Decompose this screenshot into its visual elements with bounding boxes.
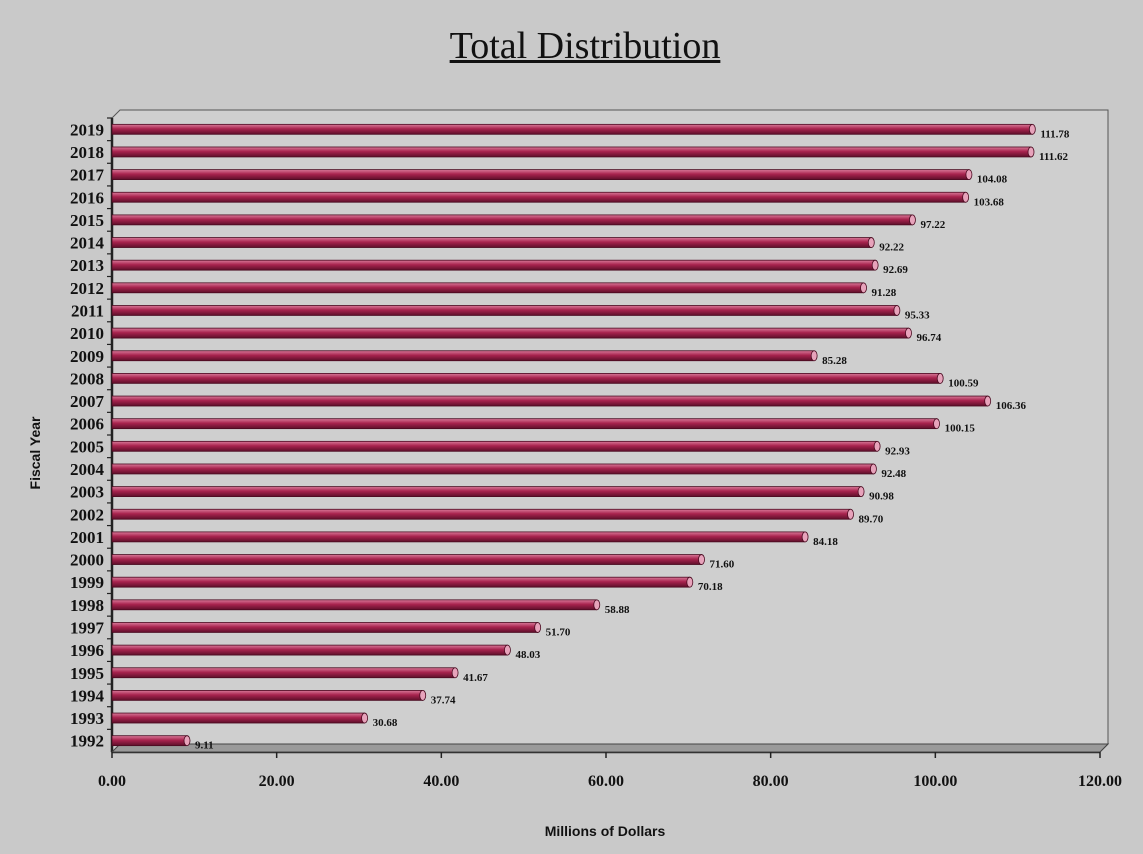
y-tick-label: 2012 [70,279,104,298]
data-label: 96.74 [916,332,941,344]
data-label: 48.03 [515,649,540,661]
data-label: 92.93 [885,445,910,457]
x-axis-label: Millions of Dollars [545,823,666,839]
bar [111,350,818,362]
y-tick-label: 2018 [70,143,104,162]
bar [111,191,970,203]
data-label: 91.28 [872,287,897,299]
y-tick-label: 1997 [70,618,105,637]
bar [111,576,694,588]
bar [111,554,705,565]
y-tick-label: 2003 [70,483,104,502]
bar [111,373,944,384]
y-tick-label: 1998 [70,596,104,615]
data-label: 103.68 [974,196,1005,208]
x-tick-label: 80.00 [753,773,789,790]
y-tick-label: 2013 [70,256,104,275]
data-label: 71.60 [710,559,735,571]
data-label: 84.18 [813,536,838,548]
y-tick-label: 2008 [70,369,104,388]
data-label: 37.74 [431,694,456,706]
y-tick-label: 2007 [70,392,105,411]
data-label: 58.88 [605,604,630,616]
bar [111,169,973,180]
data-label: 9.11 [195,740,214,752]
data-label: 70.18 [698,581,723,593]
data-label: 100.15 [945,423,976,435]
data-label: 92.69 [883,264,908,276]
bar [111,463,877,475]
y-tick-label: 1993 [70,709,104,728]
x-tick-label: 20.00 [259,773,295,790]
bar [111,667,459,679]
bar [111,599,601,611]
y-tick-label: 1995 [70,664,104,683]
y-axis-label: Fiscal Year [27,416,43,489]
y-tick-label: 1992 [70,732,104,751]
bar [111,214,916,226]
data-label: 92.22 [879,242,904,254]
data-label: 30.68 [373,717,398,729]
x-tick-label: 60.00 [588,773,624,790]
y-tick-label: 2005 [70,437,104,456]
chart-title: Total Distribution [449,25,721,67]
data-label: 111.62 [1039,151,1069,163]
y-tick-label: 2009 [70,347,104,366]
y-tick-label: 2002 [70,505,104,524]
data-label: 89.70 [859,513,884,525]
x-tick-label: 0.00 [98,773,126,790]
bar [111,395,992,407]
x-tick-label: 120.00 [1078,773,1122,790]
data-label: 104.08 [977,174,1008,186]
data-label: 100.59 [948,377,979,389]
bar [111,259,879,271]
y-tick-label: 2006 [70,415,104,434]
y-tick-label: 2000 [70,551,104,570]
y-tick-label: 1996 [70,641,104,660]
y-tick-label: 2011 [71,301,104,320]
bar [111,486,865,497]
x-tick-label: 100.00 [913,773,957,790]
data-label: 92.48 [881,468,906,480]
data-label: 97.22 [920,219,945,231]
bar [111,418,940,430]
x-tick-label: 40.00 [423,773,459,790]
bar [111,440,881,452]
data-label: 51.70 [546,626,571,638]
data-label: 90.98 [869,491,894,503]
data-label: 111.78 [1040,128,1070,140]
y-tick-label: 1999 [70,573,104,592]
y-tick-label: 2010 [70,324,104,343]
bar [111,712,368,724]
bar [111,237,875,248]
bar [111,282,867,294]
y-tick-label: 2016 [70,188,104,207]
y-tick-label: 1994 [70,686,105,705]
y-tick-label: 2001 [70,528,104,547]
y-tick-label: 2004 [70,460,105,479]
data-label: 106.36 [996,400,1027,412]
bar [111,690,427,701]
plot-floor [110,743,1110,753]
y-tick-label: 2019 [70,120,104,139]
bar [111,531,809,543]
y-tick-label: 2014 [70,234,105,253]
bar [111,735,191,747]
bar [111,146,1035,158]
bar [111,508,854,520]
data-label: 85.28 [822,355,847,367]
bar [111,644,511,656]
y-tick-label: 2017 [70,166,105,185]
y-tick-label: 2015 [70,211,104,230]
bar [111,327,912,339]
data-label: 95.33 [905,309,930,321]
bar [111,123,1036,135]
bar [111,622,542,633]
data-label: 41.67 [463,672,488,684]
bar [111,305,901,316]
